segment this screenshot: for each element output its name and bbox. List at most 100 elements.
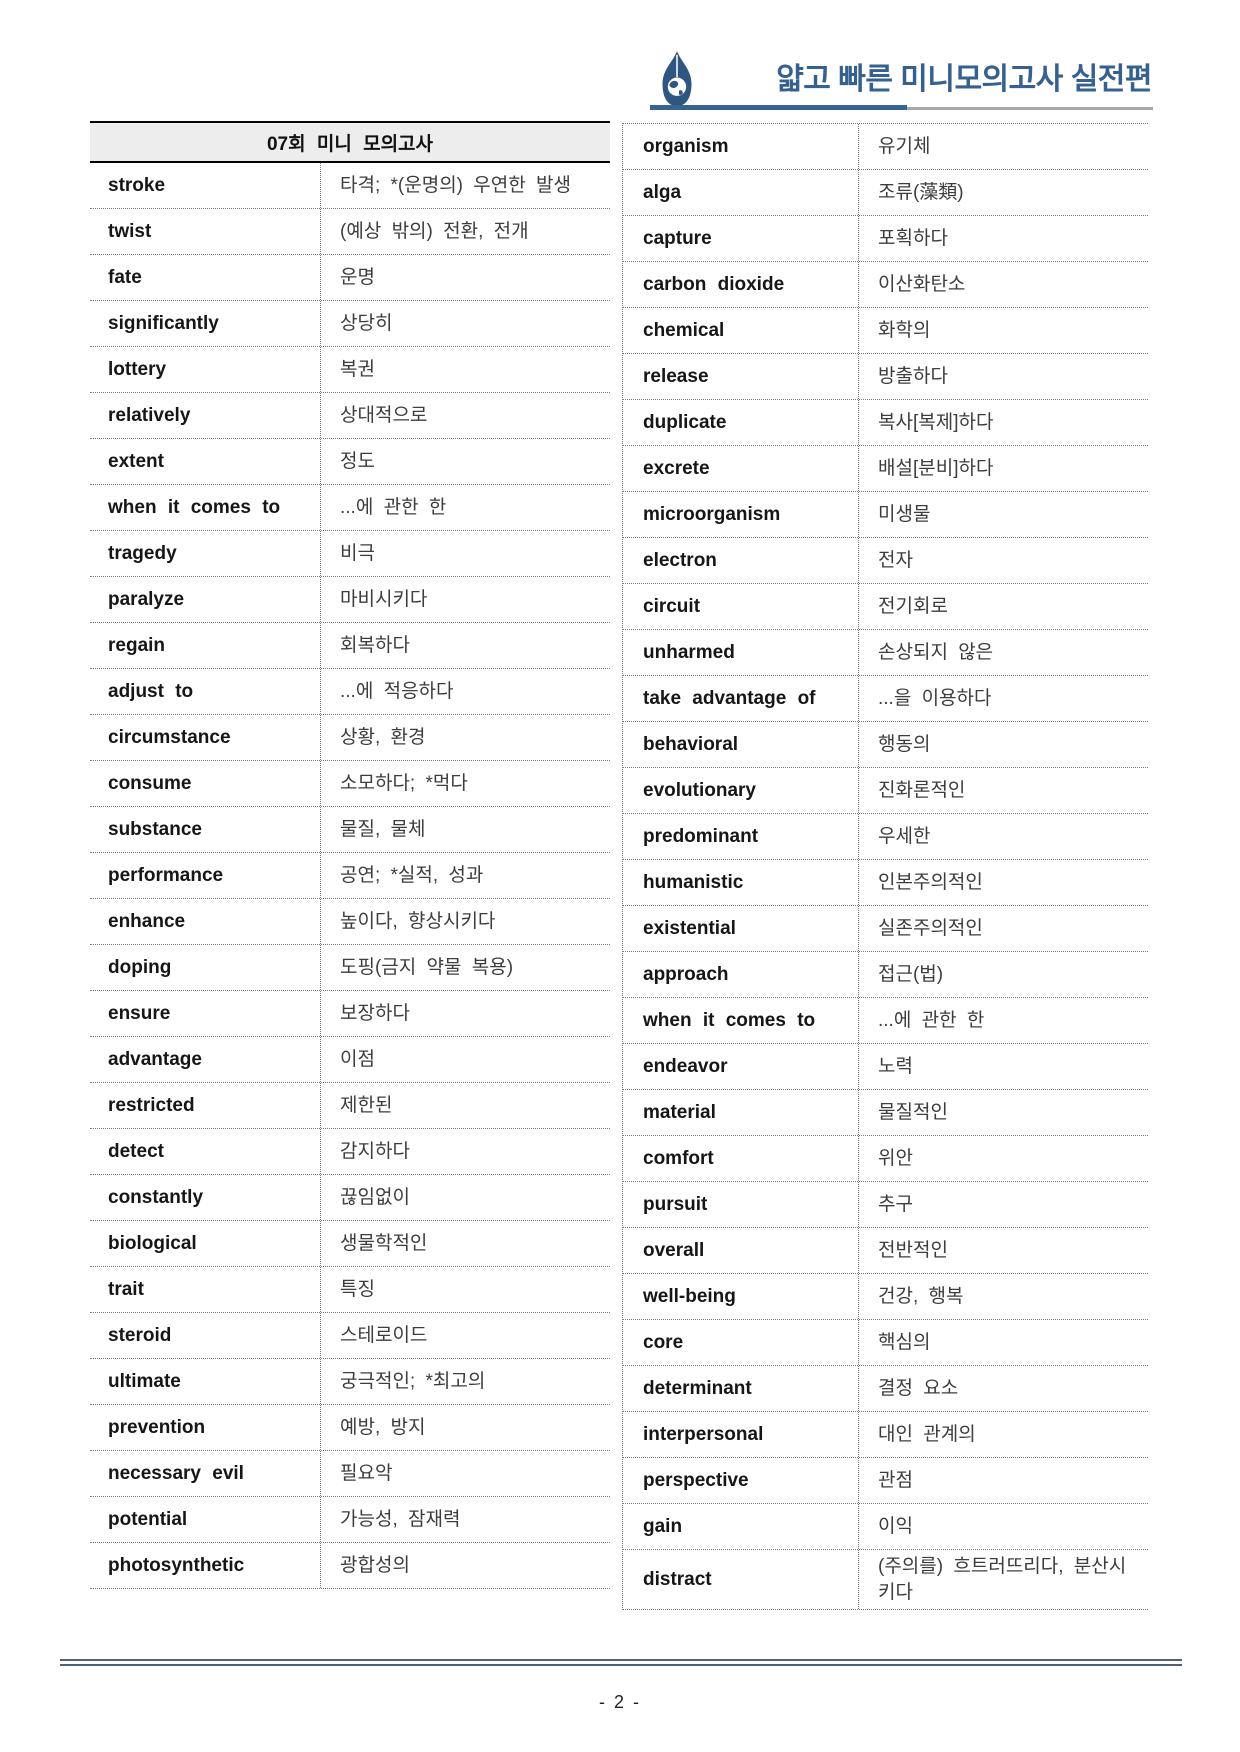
vocab-row: necessary evil 필요악 [90, 1451, 610, 1497]
vocab-row: core 핵심의 [623, 1320, 1148, 1366]
korean-meaning: 건강, 행복 [858, 1274, 1148, 1319]
vocab-table-left: 07회 미니 모의고사 stroke 타격; *(운명의) 우연한 발생 twist… [90, 121, 610, 1589]
english-term: approach [643, 963, 729, 985]
vocab-row: comfort 위안 [623, 1136, 1148, 1182]
english-term: when it comes to [108, 496, 281, 518]
english-term: behavioral [643, 733, 739, 755]
korean-meaning: 상당히 [320, 301, 610, 346]
korean-meaning: 물질, 물체 [320, 807, 610, 852]
korean-meaning: 인본주의적인 [858, 860, 1148, 905]
english-term: trait [108, 1278, 144, 1300]
english-term: ultimate [108, 1370, 181, 1392]
korean-meaning: 화학의 [858, 308, 1148, 353]
english-term: release [643, 365, 709, 387]
vocab-row: circumstance 상황, 환경 [90, 715, 610, 761]
english-term: paralyze [108, 588, 185, 610]
korean-meaning: 추구 [858, 1182, 1148, 1227]
korean-meaning: 이산화탄소 [858, 262, 1148, 307]
korean-meaning: (예상 밖의) 전환, 전개 [320, 209, 610, 254]
english-term: organism [643, 135, 729, 157]
korean-meaning: 상황, 환경 [320, 715, 610, 760]
vocab-row: approach 접근(법) [623, 952, 1148, 998]
vocab-row: determinant 결정 요소 [623, 1366, 1148, 1412]
korean-meaning: 이익 [858, 1504, 1148, 1549]
header-rule [650, 104, 1153, 110]
english-term: alga [643, 181, 682, 203]
korean-meaning: 핵심의 [858, 1320, 1148, 1365]
korean-meaning: 전기회로 [858, 584, 1148, 629]
english-term: prevention [108, 1416, 206, 1438]
vocab-row: predominant 우세한 [623, 814, 1148, 860]
vocab-row: behavioral 행동의 [623, 722, 1148, 768]
korean-meaning: 배설[분비]하다 [858, 446, 1148, 491]
korean-meaning: (주의를) 흐트러뜨리다, 분산시키다 [858, 1550, 1148, 1610]
korean-meaning: 조류(藻類) [858, 170, 1148, 215]
korean-meaning: 행동의 [858, 722, 1148, 767]
english-term: take advantage of [643, 687, 816, 709]
korean-meaning: 노력 [858, 1044, 1148, 1089]
korean-meaning: 전자 [858, 538, 1148, 583]
vocab-row: enhance 높이다, 향상시키다 [90, 899, 610, 945]
korean-meaning: 가능성, 잠재력 [320, 1497, 610, 1542]
korean-meaning: 예방, 방지 [320, 1405, 610, 1450]
english-term: perspective [643, 1469, 749, 1491]
english-term: excrete [643, 457, 710, 479]
korean-meaning: 궁극적인; *최고의 [320, 1359, 610, 1404]
korean-meaning: 물질적인 [858, 1090, 1148, 1135]
vocab-row: biological 생물학적인 [90, 1221, 610, 1267]
vocab-row: when it comes to ...에 관한 한 [90, 485, 610, 531]
korean-meaning: ...에 적응하다 [320, 669, 610, 714]
vocab-row: circuit 전기회로 [623, 584, 1148, 630]
english-term: consume [108, 772, 192, 794]
korean-meaning: ...을 이용하다 [858, 676, 1148, 721]
vocab-row: consume 소모하다; *먹다 [90, 761, 610, 807]
vocab-row: steroid 스테로이드 [90, 1313, 610, 1359]
english-term: core [643, 1331, 684, 1353]
korean-meaning: 운명 [320, 255, 610, 300]
english-term: restricted [108, 1094, 195, 1116]
vocab-row: unharmed 손상되지 않은 [623, 630, 1148, 676]
korean-meaning: 필요악 [320, 1451, 610, 1496]
english-term: interpersonal [643, 1423, 764, 1445]
korean-meaning: 상대적으로 [320, 393, 610, 438]
english-term: biological [108, 1232, 197, 1254]
vocab-row: electron 전자 [623, 538, 1148, 584]
korean-meaning: 보장하다 [320, 991, 610, 1036]
korean-meaning: 방출하다 [858, 354, 1148, 399]
korean-meaning: 높이다, 향상시키다 [320, 899, 610, 944]
korean-meaning: 특징 [320, 1267, 610, 1312]
vocab-row: existential 실존주의적인 [623, 906, 1148, 952]
vocab-row: fate 운명 [90, 255, 610, 301]
vocab-row: performance 공연; *실적, 성과 [90, 853, 610, 899]
korean-meaning: 타격; *(운명의) 우연한 발생 [320, 163, 610, 208]
english-term: unharmed [643, 641, 735, 663]
vocab-rows-right: organism 유기체 alga 조류(藻類) capture 포획하다 carbon d… [623, 124, 1148, 1611]
korean-meaning: 제한된 [320, 1083, 610, 1128]
korean-meaning: ...에 관한 한 [320, 485, 610, 530]
vocab-row: pursuit 추구 [623, 1182, 1148, 1228]
korean-meaning: 접근(법) [858, 952, 1148, 997]
vocab-row: stroke 타격; *(운명의) 우연한 발생 [90, 163, 610, 209]
english-term: ensure [108, 1002, 171, 1024]
english-term: distract [643, 1568, 712, 1590]
english-term: electron [643, 549, 717, 571]
vocab-row: capture 포획하다 [623, 216, 1148, 262]
english-term: adjust to [108, 680, 194, 702]
vocab-row: potential 가능성, 잠재력 [90, 1497, 610, 1543]
korean-meaning: 생물학적인 [320, 1221, 610, 1266]
korean-meaning: 전반적인 [858, 1228, 1148, 1273]
vocab-row: chemical 화학의 [623, 308, 1148, 354]
vocab-row: excrete 배설[분비]하다 [623, 446, 1148, 492]
english-term: material [643, 1101, 716, 1123]
english-term: advantage [108, 1048, 202, 1070]
vocab-row: evolutionary 진화론적인 [623, 768, 1148, 814]
korean-meaning: 회복하다 [320, 623, 610, 668]
english-term: determinant [643, 1377, 752, 1399]
korean-meaning: 우세한 [858, 814, 1148, 859]
english-term: predominant [643, 825, 759, 847]
vocab-row: microorganism 미생물 [623, 492, 1148, 538]
header-rule-blue [650, 105, 907, 110]
korean-meaning: 진화론적인 [858, 768, 1148, 813]
vocab-row: doping 도핑(금지 약물 복용) [90, 945, 610, 991]
